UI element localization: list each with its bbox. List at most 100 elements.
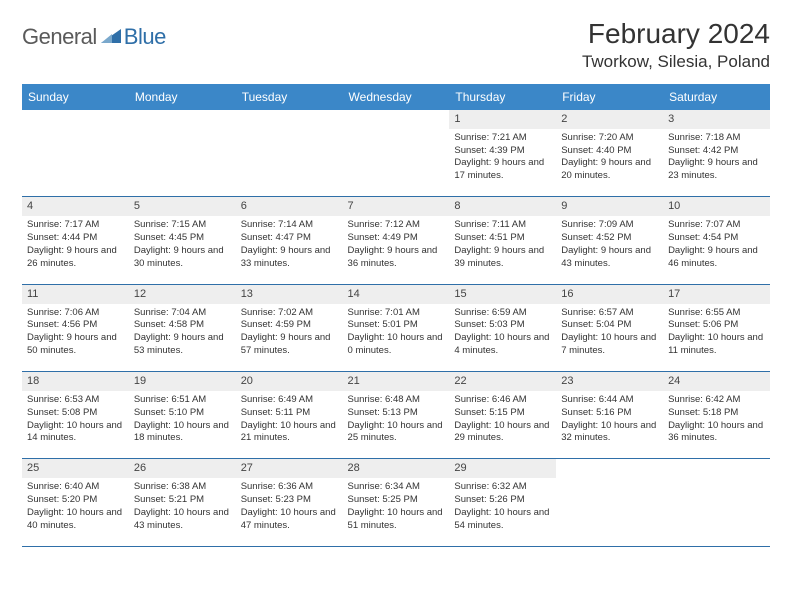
daylight-label: Daylight: 9 hours and 43 minutes.: [561, 245, 658, 271]
day-number-cell: 24: [663, 372, 770, 391]
day-detail-cell: Sunrise: 6:53 AMSunset: 5:08 PMDaylight:…: [22, 391, 129, 459]
sunrise-label: Sunrise: 7:04 AM: [134, 307, 231, 320]
sunrise-label: Sunrise: 7:02 AM: [241, 307, 338, 320]
day-detail-cell: Sunrise: 7:21 AMSunset: 4:39 PMDaylight:…: [449, 129, 556, 197]
day-detail-cell: Sunrise: 7:17 AMSunset: 4:44 PMDaylight:…: [22, 216, 129, 284]
sunset-label: Sunset: 5:26 PM: [454, 494, 551, 507]
day-number-cell: 10: [663, 197, 770, 216]
daylight-label: Daylight: 10 hours and 21 minutes.: [241, 420, 338, 446]
day-detail-cell: Sunrise: 6:36 AMSunset: 5:23 PMDaylight:…: [236, 478, 343, 546]
logo-triangle-icon: [101, 27, 121, 48]
daylight-label: Daylight: 10 hours and 29 minutes.: [454, 420, 551, 446]
daylight-label: Daylight: 10 hours and 7 minutes.: [561, 332, 658, 358]
day-detail-cell: Sunrise: 7:01 AMSunset: 5:01 PMDaylight:…: [343, 304, 450, 372]
day-detail-cell: Sunrise: 6:40 AMSunset: 5:20 PMDaylight:…: [22, 478, 129, 546]
day-number-cell: 6: [236, 197, 343, 216]
sunrise-label: Sunrise: 6:59 AM: [454, 307, 551, 320]
daylight-label: Daylight: 9 hours and 46 minutes.: [668, 245, 765, 271]
daylight-label: Daylight: 9 hours and 50 minutes.: [27, 332, 124, 358]
sunrise-label: Sunrise: 7:09 AM: [561, 219, 658, 232]
day-number-cell: 21: [343, 372, 450, 391]
sunset-label: Sunset: 4:51 PM: [454, 232, 551, 245]
sunrise-label: Sunrise: 7:07 AM: [668, 219, 765, 232]
sunset-label: Sunset: 5:25 PM: [348, 494, 445, 507]
month-title: February 2024: [582, 18, 770, 50]
sunset-label: Sunset: 4:56 PM: [27, 319, 124, 332]
daylight-label: Daylight: 10 hours and 40 minutes.: [27, 507, 124, 533]
day-detail-row: Sunrise: 6:53 AMSunset: 5:08 PM Daylight:…: [22, 391, 770, 459]
daylight-label: Daylight: 10 hours and 43 minutes.: [134, 507, 231, 533]
daylight-label: Daylight: 10 hours and 47 minutes.: [241, 507, 338, 533]
daylight-label: Daylight: 10 hours and 18 minutes.: [134, 420, 231, 446]
day-detail-cell: Sunrise: 6:51 AMSunset: 5:10 PMDaylight:…: [129, 391, 236, 459]
day-number-cell: [343, 109, 450, 129]
sunrise-label: Sunrise: 6:42 AM: [668, 394, 765, 407]
day-number-cell: 4: [22, 197, 129, 216]
sunset-label: Sunset: 5:15 PM: [454, 407, 551, 420]
sunrise-label: Sunrise: 6:34 AM: [348, 481, 445, 494]
day-detail-cell: [22, 129, 129, 197]
day-number-cell: 12: [129, 284, 236, 303]
sunrise-label: Sunrise: 6:38 AM: [134, 481, 231, 494]
day-detail-cell: Sunrise: 6:49 AMSunset: 5:11 PMDaylight:…: [236, 391, 343, 459]
day-detail-cell: Sunrise: 7:20 AMSunset: 4:40 PMDaylight:…: [556, 129, 663, 197]
sunrise-label: Sunrise: 7:20 AM: [561, 132, 658, 145]
sunrise-label: Sunrise: 6:40 AM: [27, 481, 124, 494]
sunset-label: Sunset: 5:06 PM: [668, 319, 765, 332]
sunrise-label: Sunrise: 6:57 AM: [561, 307, 658, 320]
sunset-label: Sunset: 5:08 PM: [27, 407, 124, 420]
sunrise-label: Sunrise: 6:51 AM: [134, 394, 231, 407]
day-header: Saturday: [663, 85, 770, 109]
logo: General Blue: [22, 18, 166, 50]
sunrise-label: Sunrise: 7:06 AM: [27, 307, 124, 320]
day-detail-cell: Sunrise: 7:15 AMSunset: 4:45 PMDaylight:…: [129, 216, 236, 284]
day-detail-cell: Sunrise: 6:34 AMSunset: 5:25 PMDaylight:…: [343, 478, 450, 546]
day-number-cell: 26: [129, 459, 236, 478]
day-detail-cell: Sunrise: 6:59 AMSunset: 5:03 PMDaylight:…: [449, 304, 556, 372]
day-detail-cell: [556, 478, 663, 546]
day-detail-cell: [663, 478, 770, 546]
day-detail-row: Sunrise: 6:40 AMSunset: 5:20 PMDaylight:…: [22, 478, 770, 546]
page-header: General Blue February 2024 Tworkow, Sile…: [22, 18, 770, 72]
day-detail-cell: [129, 129, 236, 197]
day-header: Monday: [129, 85, 236, 109]
daylight-label: Daylight: 9 hours and 17 minutes.: [454, 157, 551, 183]
sunset-label: Sunset: 4:47 PM: [241, 232, 338, 245]
day-number-cell: 7: [343, 197, 450, 216]
sunset-label: Sunset: 5:18 PM: [668, 407, 765, 420]
sunrise-label: Sunrise: 6:53 AM: [27, 394, 124, 407]
sunrise-label: Sunrise: 6:46 AM: [454, 394, 551, 407]
daylight-label: Daylight: 9 hours and 33 minutes.: [241, 245, 338, 271]
sunrise-label: Sunrise: 7:01 AM: [348, 307, 445, 320]
sunset-label: Sunset: 5:10 PM: [134, 407, 231, 420]
title-block: February 2024 Tworkow, Silesia, Poland: [582, 18, 770, 72]
day-number-cell: 27: [236, 459, 343, 478]
daylight-label: Daylight: 10 hours and 51 minutes.: [348, 507, 445, 533]
daylight-label: Daylight: 10 hours and 36 minutes.: [668, 420, 765, 446]
calendar-page: General Blue February 2024 Tworkow, Sile…: [0, 0, 792, 557]
day-number-cell: 28: [343, 459, 450, 478]
day-header: Thursday: [449, 85, 556, 109]
day-header: Sunday: [22, 85, 129, 109]
day-number-cell: [556, 459, 663, 478]
day-number-cell: 9: [556, 197, 663, 216]
sunset-label: Sunset: 4:49 PM: [348, 232, 445, 245]
sunset-label: Sunset: 5:23 PM: [241, 494, 338, 507]
daylight-label: Daylight: 9 hours and 57 minutes.: [241, 332, 338, 358]
sunset-label: Sunset: 4:59 PM: [241, 319, 338, 332]
day-number-cell: [22, 109, 129, 129]
sunset-label: Sunset: 5:13 PM: [348, 407, 445, 420]
sunrise-label: Sunrise: 6:44 AM: [561, 394, 658, 407]
day-number-cell: 5: [129, 197, 236, 216]
sunrise-label: Sunrise: 6:32 AM: [454, 481, 551, 494]
day-header: Friday: [556, 85, 663, 109]
sunset-label: Sunset: 5:20 PM: [27, 494, 124, 507]
day-detail-cell: Sunrise: 6:48 AMSunset: 5:13 PMDaylight:…: [343, 391, 450, 459]
day-detail-row: Sunrise: 7:06 AMSunset: 4:56 PMDaylight:…: [22, 304, 770, 372]
sunset-label: Sunset: 5:04 PM: [561, 319, 658, 332]
day-number-cell: 8: [449, 197, 556, 216]
day-number-cell: 18: [22, 372, 129, 391]
day-number-cell: [663, 459, 770, 478]
sunset-label: Sunset: 5:03 PM: [454, 319, 551, 332]
day-detail-row: Sunrise: 7:17 AMSunset: 4:44 PMDaylight:…: [22, 216, 770, 284]
